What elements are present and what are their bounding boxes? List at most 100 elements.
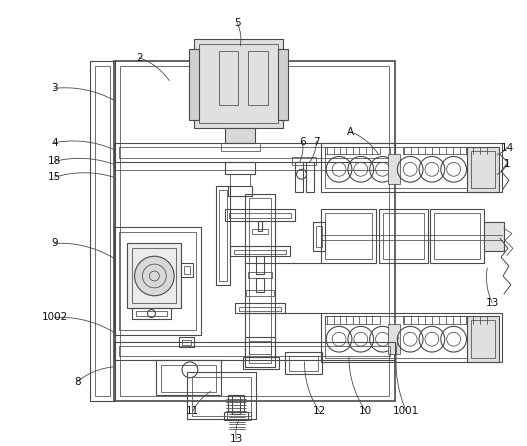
Bar	[114, 143, 395, 162]
Bar	[228, 186, 252, 196]
Bar	[248, 51, 268, 105]
Bar	[430, 209, 484, 263]
Bar	[325, 317, 498, 358]
Bar	[325, 317, 379, 324]
Text: 10: 10	[359, 406, 372, 416]
Text: 1002: 1002	[42, 313, 67, 322]
Bar	[184, 266, 190, 274]
Bar	[316, 226, 323, 248]
Bar	[230, 246, 290, 256]
Bar	[219, 51, 238, 105]
Bar	[321, 143, 502, 192]
Text: 5: 5	[234, 18, 241, 28]
Bar	[388, 154, 401, 184]
Text: 4: 4	[51, 138, 58, 148]
Bar	[229, 213, 291, 218]
Bar	[239, 306, 281, 310]
Bar	[119, 231, 196, 330]
Bar	[245, 194, 275, 367]
Bar	[325, 147, 498, 188]
Bar	[325, 147, 379, 154]
Bar	[132, 308, 171, 319]
Bar	[226, 209, 295, 221]
Text: 12: 12	[313, 406, 326, 416]
Bar	[256, 256, 264, 274]
Bar	[114, 162, 395, 170]
Bar	[199, 44, 278, 123]
Bar	[226, 162, 255, 174]
Bar	[189, 49, 199, 120]
Text: 18: 18	[48, 157, 61, 166]
Bar	[467, 147, 499, 192]
Bar	[403, 147, 497, 154]
Bar	[246, 290, 274, 296]
Bar	[245, 337, 275, 357]
Bar	[258, 221, 262, 231]
Bar	[95, 66, 110, 396]
Bar	[194, 39, 283, 128]
Bar	[114, 61, 395, 401]
Bar	[119, 147, 391, 158]
Bar	[220, 143, 260, 151]
Bar	[126, 244, 181, 308]
Bar	[291, 157, 316, 165]
Bar	[256, 278, 264, 292]
Bar	[236, 303, 285, 313]
Circle shape	[134, 256, 174, 296]
Bar	[434, 213, 480, 259]
Text: 3: 3	[51, 83, 58, 93]
Bar	[278, 49, 288, 120]
Bar	[228, 395, 244, 412]
Bar	[472, 320, 495, 358]
Text: 14: 14	[500, 143, 514, 153]
Bar	[219, 190, 228, 281]
Bar	[226, 128, 255, 143]
Bar	[243, 357, 279, 369]
Bar	[182, 340, 191, 345]
Bar	[321, 313, 502, 362]
Bar	[472, 151, 495, 188]
Bar	[225, 412, 248, 420]
Bar	[325, 213, 372, 259]
Bar	[119, 346, 391, 356]
Bar	[114, 342, 395, 360]
Bar	[114, 227, 201, 335]
Bar	[249, 198, 271, 363]
Bar	[295, 162, 302, 192]
Text: 1001: 1001	[393, 406, 419, 416]
Bar	[181, 263, 193, 277]
Bar	[235, 250, 286, 254]
Bar	[157, 360, 220, 395]
Bar	[321, 209, 376, 263]
Bar	[378, 209, 428, 263]
Bar	[248, 272, 272, 278]
Text: 13: 13	[485, 297, 499, 308]
Bar	[307, 162, 315, 192]
Text: 8: 8	[74, 377, 81, 387]
Text: 13: 13	[230, 434, 243, 444]
Text: 9: 9	[51, 238, 58, 248]
Text: 6: 6	[299, 136, 306, 147]
Bar	[120, 66, 389, 396]
Bar	[289, 356, 318, 371]
Bar	[132, 248, 176, 303]
Bar	[403, 317, 497, 324]
Bar	[314, 222, 325, 251]
Bar	[249, 341, 271, 354]
Bar	[161, 365, 216, 392]
Text: 2: 2	[136, 53, 143, 63]
Bar	[179, 337, 194, 347]
Bar	[285, 352, 323, 374]
Bar	[228, 412, 251, 420]
Text: A: A	[347, 127, 355, 137]
Bar	[388, 324, 401, 354]
Bar	[187, 372, 256, 419]
Bar	[216, 186, 230, 285]
Bar	[383, 213, 424, 259]
Bar	[252, 228, 268, 234]
Bar	[135, 310, 167, 317]
Text: 7: 7	[313, 136, 320, 147]
Bar	[192, 377, 251, 416]
Text: 1: 1	[504, 159, 510, 169]
Bar	[467, 317, 499, 362]
